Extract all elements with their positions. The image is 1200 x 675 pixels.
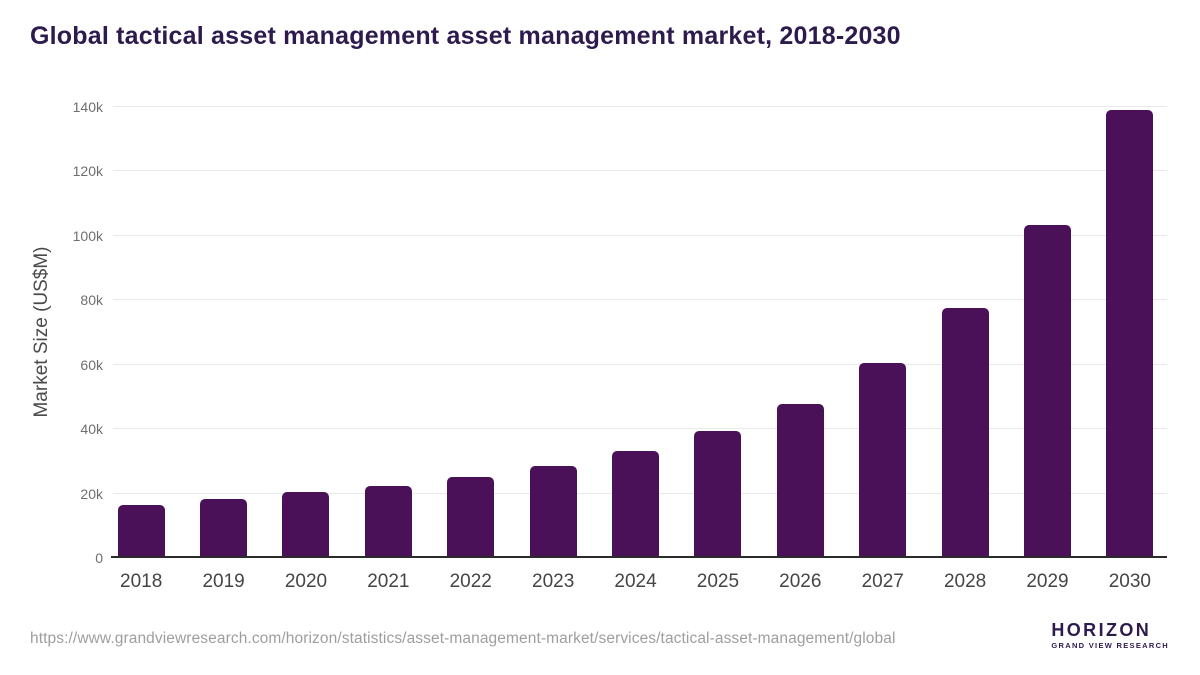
x-axis-line xyxy=(111,556,1167,558)
x-tick-2029: 2029 xyxy=(1026,571,1069,592)
bar-slot-2020 xyxy=(265,107,347,558)
bar-slot-2021 xyxy=(347,107,429,558)
x-tick-2018: 2018 xyxy=(120,571,163,592)
gridline-80k xyxy=(113,299,1167,301)
bar-slot-2023 xyxy=(512,107,594,558)
bar-2024[interactable] xyxy=(612,451,660,558)
bar-slot-2027 xyxy=(842,107,924,558)
gridline-40k xyxy=(113,428,1167,430)
bar-slot-2028 xyxy=(924,107,1006,558)
y-tick-140k: 140k xyxy=(72,99,103,115)
bar-slot-2030 xyxy=(1089,107,1171,558)
bar-slot-2025 xyxy=(677,107,759,558)
bar-2030[interactable] xyxy=(1106,110,1154,558)
x-tick-2027: 2027 xyxy=(861,571,904,592)
logo-title: HORIZON xyxy=(1051,620,1152,640)
source-url: https://www.grandviewresearch.com/horizo… xyxy=(30,630,896,647)
logo-icon-sun xyxy=(1012,633,1034,640)
x-tick-2023: 2023 xyxy=(532,571,575,592)
y-axis-title: Market Size (US$M) xyxy=(31,246,52,418)
bar-2021[interactable] xyxy=(364,485,412,558)
y-tick-100k: 100k xyxy=(72,227,103,244)
y-tick-120k: 120k xyxy=(72,163,103,180)
bar-2026[interactable] xyxy=(776,404,824,558)
x-tick-2021: 2021 xyxy=(367,571,410,592)
y-tick-80k: 80k xyxy=(80,292,103,309)
horizon-logo-icon xyxy=(1004,616,1042,654)
y-tick-0: 0 xyxy=(95,550,103,566)
x-tick-2020: 2020 xyxy=(284,571,328,592)
horizon-logo: HORIZON GRAND VIEW RESEARCH xyxy=(1004,616,1169,654)
x-tick-2026: 2026 xyxy=(779,571,822,592)
x-tick-2028: 2028 xyxy=(943,571,987,592)
logo-text: HORIZON GRAND VIEW RESEARCH xyxy=(1051,620,1169,650)
x-axis-labels: 2018 2019 2020 2021 2022 2023 2024 2025 2026 2027… xyxy=(100,571,1171,593)
gridline-120k xyxy=(113,170,1167,172)
bar-2027[interactable] xyxy=(859,363,907,558)
bar-2022[interactable] xyxy=(447,477,495,558)
bar-slot-2026 xyxy=(759,107,841,558)
x-tick-2019: 2019 xyxy=(202,571,245,592)
plot-grid: 0 20k 40k 60k 80k 100k 120k 140k xyxy=(73,99,1167,566)
gridline-140k xyxy=(113,106,1167,107)
bar-slot-2024 xyxy=(594,107,676,558)
bar-2018[interactable] xyxy=(117,504,165,558)
chart-title: Global tactical asset management asset m… xyxy=(30,22,901,50)
x-tick-2025: 2025 xyxy=(696,571,740,592)
bar-2028[interactable] xyxy=(941,307,989,558)
y-tick-60k: 60k xyxy=(80,356,103,373)
x-tick-2024: 2024 xyxy=(614,571,657,592)
bar-2029[interactable] xyxy=(1023,224,1071,558)
x-tick-2030: 2030 xyxy=(1108,571,1152,592)
bar-2020[interactable] xyxy=(282,492,330,558)
gridline-100k xyxy=(113,234,1167,236)
bar-slot-2029 xyxy=(1006,107,1088,558)
bar-slot-2018 xyxy=(100,107,182,558)
y-tick-20k: 20k xyxy=(80,485,103,502)
x-tick-2022: 2022 xyxy=(449,571,492,592)
bar-2023[interactable] xyxy=(529,465,577,558)
bar-slot-2022 xyxy=(430,107,512,558)
logo-icon-reflection-2 xyxy=(1019,646,1027,649)
bar-slot-2019 xyxy=(182,107,264,558)
bar-2019[interactable] xyxy=(200,498,248,558)
logo-icon-reflection-1 xyxy=(1017,641,1030,645)
plot-bars xyxy=(100,107,1171,558)
logo-subtitle: GRAND VIEW RESEARCH xyxy=(1051,641,1169,650)
y-tick-40k: 40k xyxy=(80,421,103,438)
gridline-60k xyxy=(113,363,1167,365)
bar-2025[interactable] xyxy=(694,431,742,558)
